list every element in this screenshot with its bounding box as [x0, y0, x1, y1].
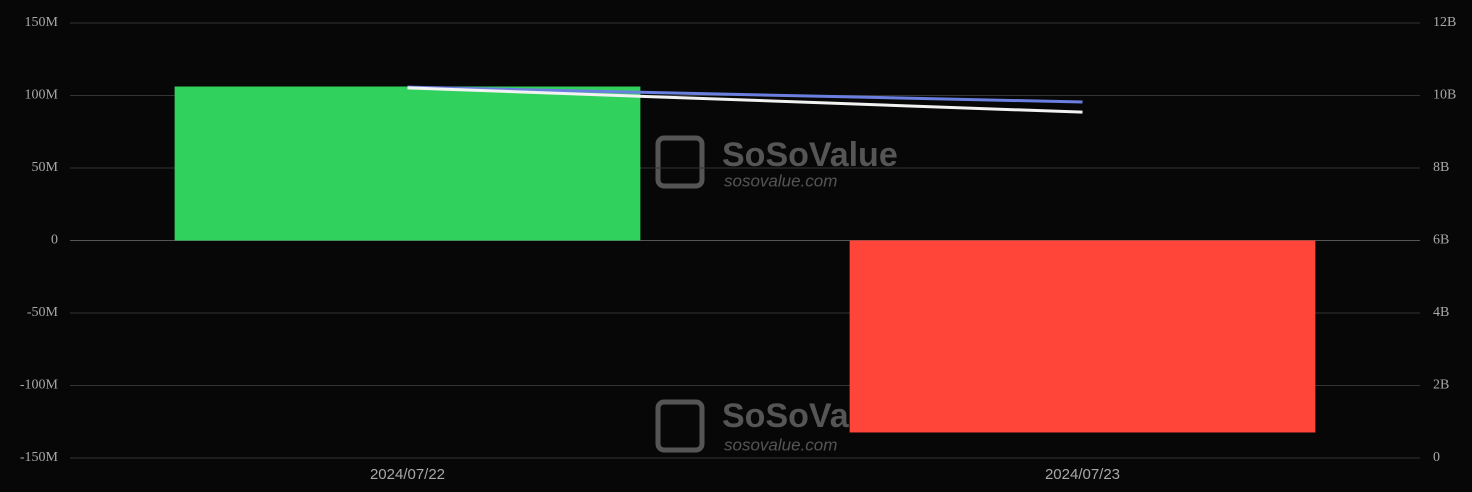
bar: [849, 240, 1316, 433]
y-tick-label: 150M: [25, 15, 59, 30]
y2-tick-label: 6B: [1433, 233, 1449, 248]
y-tick-label: 50M: [32, 160, 59, 175]
y2-tick-label: 10B: [1433, 88, 1456, 103]
y2-tick-label: 0: [1433, 450, 1440, 465]
watermark-site: sosovalue.com: [724, 435, 837, 454]
x-tick-label: 2024/07/23: [1045, 466, 1120, 483]
y2-tick-label: 2B: [1433, 378, 1449, 393]
y-tick-label: -150M: [20, 450, 59, 465]
bar: [174, 86, 641, 241]
line: [407, 85, 1083, 104]
watermark-logo: [655, 399, 705, 453]
y-tick-label: 0: [51, 233, 58, 248]
watermark: SoSoValue sosovalue.com SoSoValue sosova…: [655, 135, 898, 454]
line: [407, 86, 1083, 114]
y-tick-label: -50M: [27, 305, 59, 320]
watermark-logo: [655, 135, 705, 189]
y2-tick-label: 4B: [1433, 305, 1449, 320]
y-tick-label: -100M: [20, 378, 59, 393]
x-tick-label: 2024/07/22: [370, 466, 445, 483]
y2-tick-label: 12B: [1433, 15, 1456, 30]
watermark-site: sosovalue.com: [724, 171, 837, 190]
y2-tick-label: 8B: [1433, 160, 1449, 175]
y-tick-label: 100M: [25, 88, 59, 103]
